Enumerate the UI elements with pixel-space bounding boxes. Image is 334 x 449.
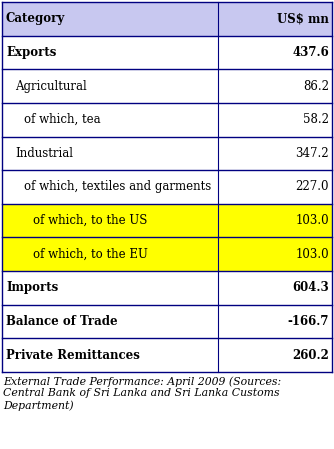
Text: Balance of Trade: Balance of Trade bbox=[6, 315, 118, 328]
Text: US$ mn: US$ mn bbox=[277, 12, 329, 25]
Text: Central Bank of Sri Lanka and Sri Lanka Customs: Central Bank of Sri Lanka and Sri Lanka … bbox=[3, 388, 280, 398]
Text: of which, textiles and garments: of which, textiles and garments bbox=[24, 180, 211, 194]
Text: 86.2: 86.2 bbox=[303, 79, 329, 92]
Bar bbox=[2, 238, 218, 271]
Bar bbox=[218, 339, 332, 372]
Text: of which, tea: of which, tea bbox=[24, 113, 101, 126]
Bar bbox=[2, 305, 218, 339]
Text: Exports: Exports bbox=[6, 46, 56, 59]
Text: Agricultural: Agricultural bbox=[15, 79, 87, 92]
Text: Private Remittances: Private Remittances bbox=[6, 349, 140, 362]
Text: Imports: Imports bbox=[6, 282, 58, 295]
Text: Category: Category bbox=[6, 12, 65, 25]
Text: 227.0: 227.0 bbox=[296, 180, 329, 194]
Text: of which, to the US: of which, to the US bbox=[33, 214, 147, 227]
Bar bbox=[2, 271, 218, 305]
Text: External Trade Performance: April 2009 (Sources:: External Trade Performance: April 2009 (… bbox=[3, 376, 281, 387]
Bar bbox=[2, 69, 218, 103]
Bar bbox=[218, 170, 332, 204]
Bar bbox=[2, 136, 218, 170]
Text: 437.6: 437.6 bbox=[292, 46, 329, 59]
Bar bbox=[218, 69, 332, 103]
Bar bbox=[218, 305, 332, 339]
Text: 103.0: 103.0 bbox=[295, 214, 329, 227]
Text: Department): Department) bbox=[3, 400, 73, 411]
Bar bbox=[218, 103, 332, 136]
Text: 347.2: 347.2 bbox=[295, 147, 329, 160]
Bar bbox=[218, 2, 332, 35]
Bar bbox=[2, 103, 218, 136]
Bar bbox=[2, 339, 218, 372]
Text: 58.2: 58.2 bbox=[303, 113, 329, 126]
Bar bbox=[218, 204, 332, 238]
Bar bbox=[2, 2, 218, 35]
Text: 260.2: 260.2 bbox=[292, 349, 329, 362]
Text: 103.0: 103.0 bbox=[295, 248, 329, 261]
Bar bbox=[218, 35, 332, 69]
Bar bbox=[2, 204, 218, 238]
Bar bbox=[2, 35, 218, 69]
Text: 604.3: 604.3 bbox=[292, 282, 329, 295]
Bar bbox=[218, 271, 332, 305]
Text: -166.7: -166.7 bbox=[288, 315, 329, 328]
Bar bbox=[218, 238, 332, 271]
Text: Industrial: Industrial bbox=[15, 147, 73, 160]
Bar bbox=[218, 136, 332, 170]
Bar bbox=[2, 170, 218, 204]
Text: of which, to the EU: of which, to the EU bbox=[33, 248, 148, 261]
